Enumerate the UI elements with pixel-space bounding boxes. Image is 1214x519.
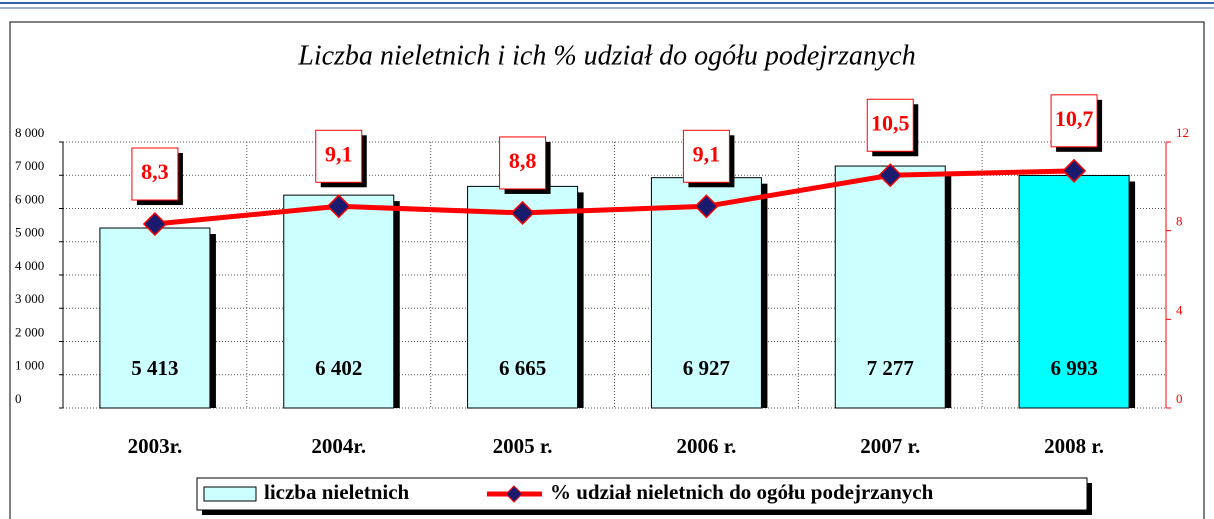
y-tick-label: 5 000 xyxy=(15,225,44,240)
line xyxy=(154,168,1075,227)
y-tick-label: 7 000 xyxy=(15,158,44,173)
line-marker xyxy=(326,194,351,219)
label-box xyxy=(131,147,179,201)
bar xyxy=(283,194,395,409)
bar-value-label: 6 993 xyxy=(1050,356,1097,380)
x-tick-label: 2003r. xyxy=(128,434,183,458)
chart-title: Liczba nieletnich i ich % udział do ogół… xyxy=(297,40,915,71)
x-tick-label: 2006 r. xyxy=(676,434,736,458)
bar xyxy=(1018,174,1130,409)
x-tick-label: 2005 r. xyxy=(493,434,553,458)
y-tick-label: 3 000 xyxy=(15,291,44,306)
y2-tick-label: 4 xyxy=(1176,302,1183,317)
label-box xyxy=(866,98,914,152)
line-value-label: 8,3 xyxy=(141,159,169,184)
line-marker xyxy=(1062,158,1087,183)
y2-tick-label: 12 xyxy=(1176,125,1189,140)
bar-value-label: 6 927 xyxy=(683,356,730,380)
label-box xyxy=(1050,94,1098,148)
line-marker xyxy=(142,211,167,237)
bar xyxy=(834,165,946,409)
legend-label: % udział nieletnich do ogółu podejrzanyc… xyxy=(550,480,934,504)
line-value-label: 10,5 xyxy=(871,110,910,135)
bar-value-label: 6 402 xyxy=(315,356,362,380)
y2-tick-label: 0 xyxy=(1176,391,1183,406)
legend-label: liczba nieletnich xyxy=(264,480,410,504)
line-value-label: 8,8 xyxy=(509,148,537,173)
y-tick-label: 4 000 xyxy=(15,258,44,273)
y-tick-label: 2 000 xyxy=(15,324,44,339)
x-tick-label: 2004r. xyxy=(311,434,366,458)
y2-tick-label: 8 xyxy=(1176,214,1183,229)
line-value-label: 10,7 xyxy=(1055,106,1094,131)
bar xyxy=(99,227,211,409)
line-marker xyxy=(878,163,903,188)
legend-swatch xyxy=(203,486,257,502)
y-tick-label: 8 000 xyxy=(15,125,44,140)
line-value-label: 9,1 xyxy=(693,141,721,166)
legend-marker xyxy=(505,485,523,503)
bar-value-label: 7 277 xyxy=(867,356,914,380)
line-marker xyxy=(510,200,535,225)
y-tick-label: 1 000 xyxy=(15,358,44,373)
label-box xyxy=(682,129,730,183)
line-value-label: 9,1 xyxy=(325,141,353,166)
x-tick-label: 2007 r. xyxy=(860,434,920,458)
label-box xyxy=(315,129,363,183)
y-tick-label: 6 000 xyxy=(15,191,44,206)
y-tick-label: 0 xyxy=(15,391,22,406)
line-marker xyxy=(694,194,719,219)
legend xyxy=(196,477,1088,511)
x-tick-label: 2008 r. xyxy=(1044,434,1104,458)
label-box xyxy=(499,136,547,190)
bar-value-label: 5 413 xyxy=(131,356,178,380)
bar-value-label: 6 665 xyxy=(499,356,546,380)
